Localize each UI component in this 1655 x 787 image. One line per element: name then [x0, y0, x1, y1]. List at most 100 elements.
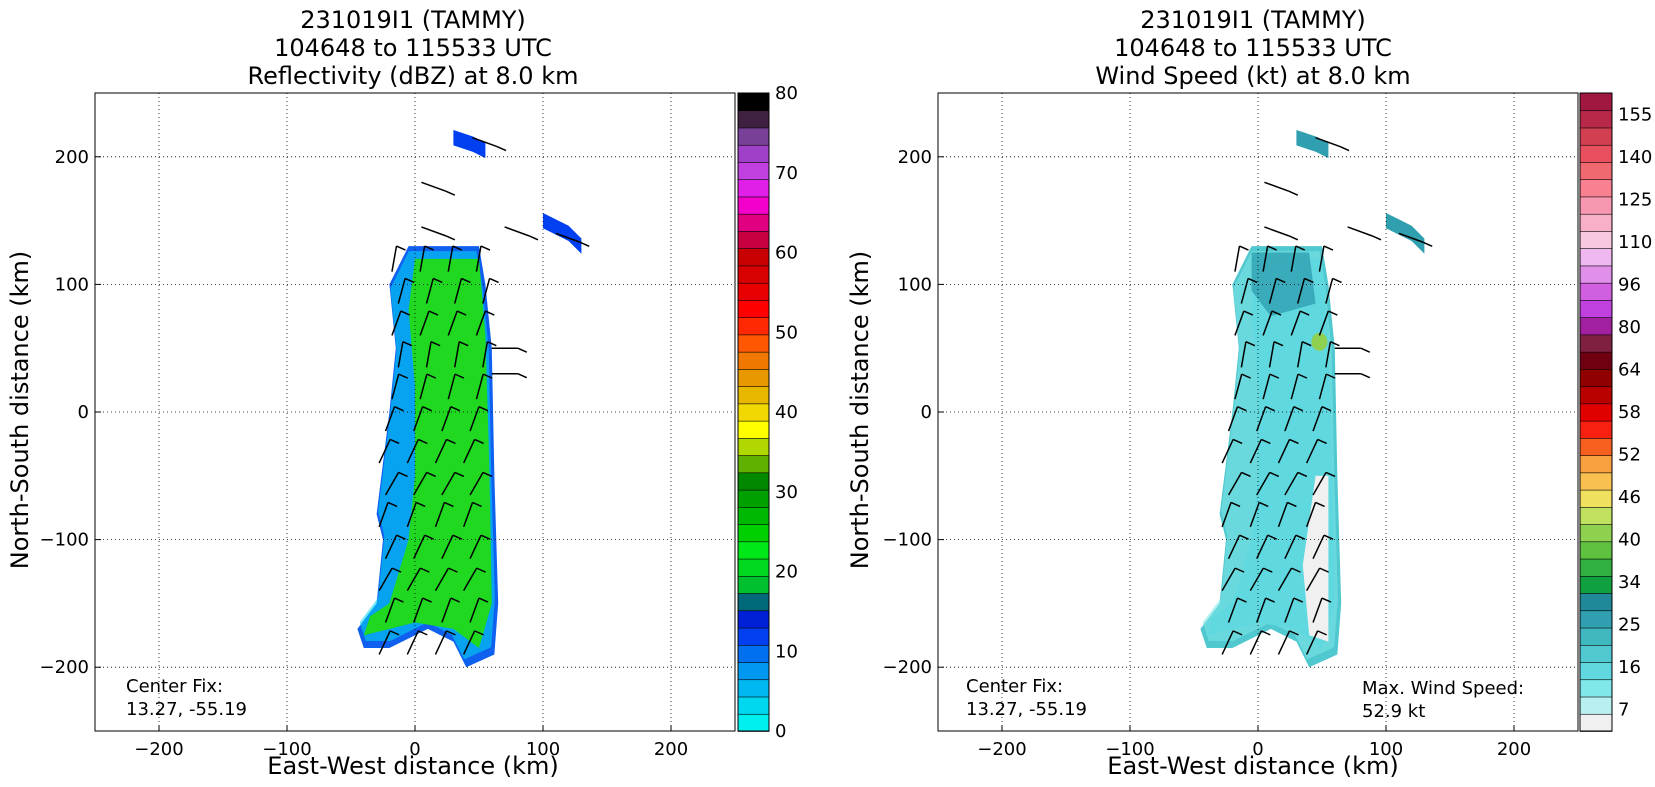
wind-barb-flag: [1232, 630, 1243, 636]
wind-barb: [1277, 567, 1293, 592]
wind-barb: [384, 472, 400, 496]
colorbar-segment: [1579, 678, 1613, 698]
echo-core-region: [1206, 258, 1335, 649]
wind-barb: [1221, 630, 1234, 655]
wind-barb-flag: [579, 241, 590, 247]
wind-barb-flag: [1371, 235, 1382, 241]
wind-barb: [441, 406, 452, 432]
wind-barb: [1305, 439, 1319, 464]
colorbar-segment: [737, 437, 770, 456]
wind-barb: [1284, 406, 1295, 432]
wind-barb-flag: [1247, 277, 1258, 284]
wind-barb: [482, 341, 489, 368]
y-tick-label: −100: [40, 530, 89, 551]
wind-barb: [1262, 373, 1271, 400]
wind-barb-flag: [482, 373, 493, 379]
wind-barb-flag: [1265, 406, 1275, 412]
colorbar-segment: [737, 196, 770, 215]
colorbar-tick-label: 110: [1618, 232, 1652, 253]
wind-barb-flag: [1288, 190, 1299, 196]
wind-barb: [1325, 278, 1334, 304]
wind-barb: [434, 567, 450, 592]
colorbar-tick-label: 7: [1618, 700, 1629, 721]
reflectivity-panel: 231019I1 (TAMMY) 104648 to 115533 UTC Re…: [6, 6, 798, 780]
wind-barb-flag: [1321, 597, 1332, 603]
colorbar-segment: [1579, 265, 1613, 284]
wind-barb: [1305, 630, 1319, 655]
colorbar-segment: [1579, 437, 1613, 456]
wind-barb: [1264, 181, 1290, 192]
wind-barb: [413, 472, 428, 496]
wind-barb-flag: [1275, 277, 1286, 284]
wind-barb: [1234, 245, 1241, 272]
colorbar-segment: [737, 282, 770, 301]
wind-barb: [1277, 502, 1289, 528]
wind-barb: [469, 597, 480, 623]
wind-barb-flag: [1289, 438, 1299, 445]
colorbar-segment: [737, 213, 770, 232]
max-wind-spot: [1311, 332, 1328, 351]
wind-barb-flag: [1330, 341, 1340, 347]
colorbar-segment: [737, 127, 770, 146]
wind-barb-flag: [480, 534, 491, 540]
colorbar-segment: [737, 696, 770, 715]
wind-barb: [462, 630, 476, 655]
y-tick-label: −100: [883, 530, 932, 551]
colorbar-segment: [1579, 506, 1613, 525]
windspeed-plot-area: −200 −100 0 100 200 −200 −100 0 100 200: [883, 92, 1579, 760]
wind-barb: [447, 310, 458, 336]
wind-barb: [1268, 341, 1275, 368]
wind-barb-flag: [482, 471, 493, 478]
colorbar-segment: [1579, 334, 1613, 353]
wind-barb: [472, 136, 498, 148]
wind-barb-flag: [448, 567, 458, 573]
wind-barb: [1277, 439, 1291, 464]
wind-barb: [1296, 341, 1303, 368]
wind-barb: [378, 567, 393, 592]
colorbar-segment: [737, 506, 770, 525]
colorbar-segment: [737, 178, 770, 198]
wind-barb-flag: [446, 438, 456, 445]
colorbar-segment: [1579, 299, 1613, 318]
colorbar-segment: [737, 523, 770, 543]
wind-barb-flag: [1258, 501, 1269, 508]
wind-barb: [475, 310, 487, 336]
colorbar-tick-label: 64: [1618, 359, 1641, 380]
wind-barb: [1312, 597, 1323, 623]
echo-blob-0: [453, 130, 486, 159]
wind-barb-flag: [424, 534, 435, 540]
colorbar-segment: [737, 230, 770, 249]
wind-barb-flag: [1241, 373, 1251, 379]
wind-barb-flag: [418, 438, 428, 445]
wind-barb-flag: [474, 630, 484, 636]
wind-barb: [469, 472, 484, 496]
wind-barb: [421, 226, 447, 237]
colorbar-tick-label: 60: [775, 243, 798, 264]
wind-barb: [378, 439, 391, 464]
wind-barb-flag: [394, 406, 404, 412]
wind-barb: [441, 534, 454, 560]
wind-barb: [1315, 136, 1341, 148]
colorbar-segment: [1579, 609, 1613, 629]
wind-barb-flag: [1321, 406, 1332, 412]
colorbar-tick-label: 70: [775, 163, 798, 184]
colorbar-tick-label: 25: [1618, 615, 1641, 636]
colorbar-segment: [1579, 489, 1613, 508]
colorbar-segment: [737, 713, 770, 732]
colorbar-segment: [1579, 247, 1613, 267]
wind-barb: [1262, 245, 1269, 272]
colorbar-segment: [737, 247, 770, 267]
wind-barb: [434, 630, 448, 655]
wind-barb-flag: [1230, 501, 1241, 508]
y-tick-label: −200: [40, 657, 89, 678]
wind-barb: [419, 373, 428, 400]
wind-barb-flag: [445, 235, 456, 241]
wind-barb: [1305, 567, 1321, 592]
wind-barb: [469, 406, 480, 432]
colorbar-segment: [1579, 420, 1613, 439]
wind-barb-flag: [418, 630, 428, 636]
wind-barb-flag: [428, 310, 439, 316]
wind-barb: [397, 341, 404, 368]
wind-barb-flag: [1273, 341, 1284, 347]
wind-barb: [406, 630, 419, 655]
